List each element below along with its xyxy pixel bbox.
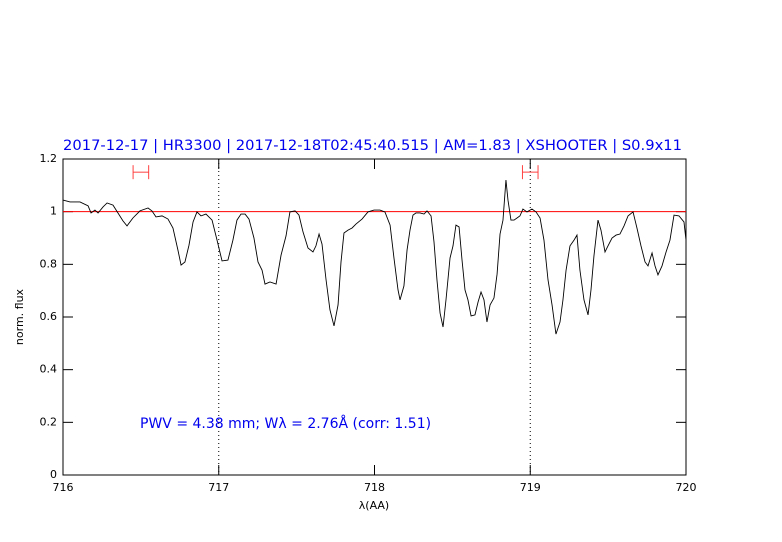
y-tick-label: 0.2 bbox=[40, 415, 58, 428]
x-tick-label: 719 bbox=[520, 481, 541, 494]
y-tick-label: 0.4 bbox=[40, 363, 58, 376]
y-tick-label: 0.8 bbox=[40, 257, 58, 270]
y-tick-label: 0.6 bbox=[40, 310, 58, 323]
x-axis-label: λ(AA) bbox=[359, 499, 389, 512]
x-tick-label: 718 bbox=[364, 481, 385, 494]
x-tick-label: 716 bbox=[53, 481, 74, 494]
y-axis-label: norm. flux bbox=[13, 288, 26, 345]
x-tick-label: 717 bbox=[208, 481, 229, 494]
y-tick-label: 0 bbox=[50, 468, 57, 481]
spectrum-line bbox=[62, 180, 687, 335]
chart-title: 2017-12-17 | HR3300 | 2017-12-18T02:45:4… bbox=[63, 138, 682, 154]
y-tick-label: 1.2 bbox=[40, 152, 58, 165]
y-tick-label: 1 bbox=[50, 205, 57, 218]
x-tick-label: 720 bbox=[676, 481, 697, 494]
annotation: PWV = 4.38 mm; Wλ = 2.76Å (corr: 1.51) bbox=[140, 415, 431, 432]
